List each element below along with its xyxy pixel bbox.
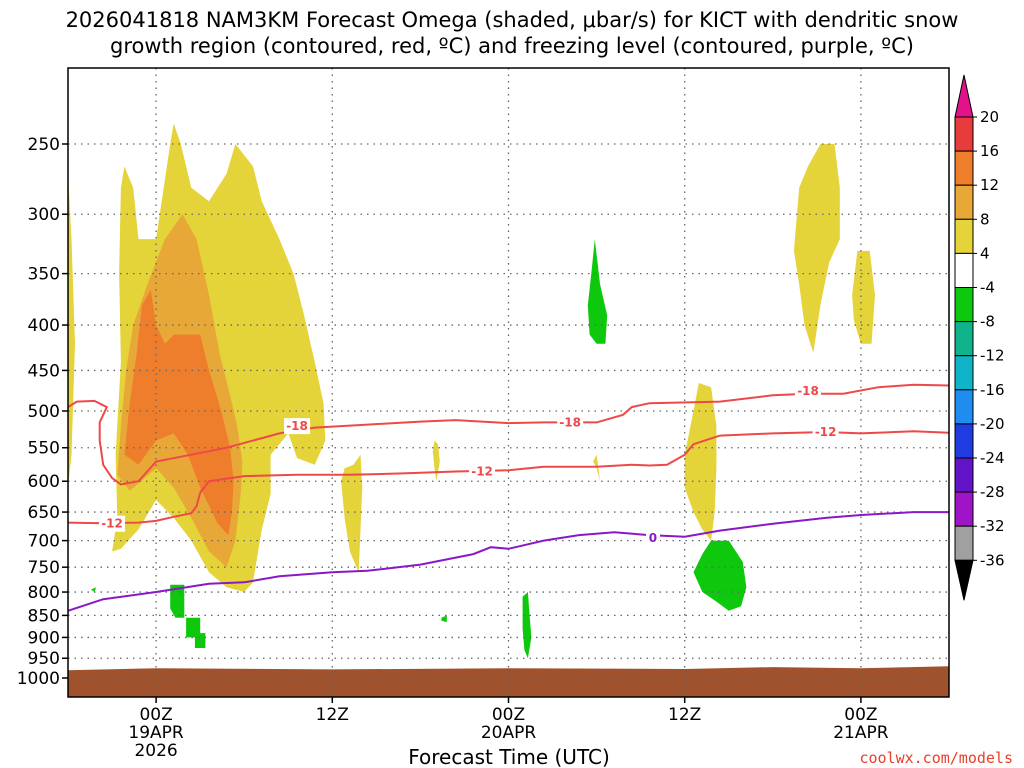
colorbar-label: -4 <box>980 279 995 297</box>
omega-region-13 <box>170 584 185 618</box>
colorbar-label: -24 <box>980 449 1005 467</box>
x-tick-label: 2026 <box>134 741 177 761</box>
dgz-contour--18 <box>68 383 949 486</box>
colorbar-label: -8 <box>980 313 995 331</box>
colorbar-bottom-arrow <box>954 559 974 601</box>
y-tick-label-650: 650 <box>28 503 60 523</box>
colorbar-band-5 <box>954 252 974 288</box>
omega-region-14 <box>186 617 206 648</box>
dgz-label-bg <box>812 423 839 440</box>
omega-region-9 <box>852 250 875 344</box>
dgz-label-bg <box>284 418 311 435</box>
colorbar-label: -32 <box>980 517 1005 535</box>
colorbar-band-2 <box>954 150 974 186</box>
dgz-label--18: -18 <box>797 384 819 398</box>
colorbar-band-11 <box>954 457 974 493</box>
x-axis-label: Forecast Time (UTC) <box>408 745 610 768</box>
omega-region-10 <box>587 239 608 344</box>
dgz-label--12: -12 <box>815 425 837 439</box>
ground-surface <box>68 666 949 697</box>
freezing-level-label: 0 <box>649 531 657 545</box>
x-tick-label: 00Z <box>139 705 172 725</box>
y-tick-label-800: 800 <box>28 583 60 603</box>
x-tick-label: 00Z <box>844 705 877 725</box>
chart-title-line2: growth region (contoured, red, ºC) and f… <box>110 34 914 58</box>
omega-region-12 <box>90 587 97 592</box>
colorbar-label: -20 <box>980 415 1005 433</box>
x-tick-label: 12Z <box>316 705 349 725</box>
colorbar-band-12 <box>954 491 974 527</box>
colorbar-band-1 <box>954 116 974 152</box>
dgz-label-bg <box>557 414 584 431</box>
y-tick-label-750: 750 <box>28 558 60 578</box>
y-tick-label-1000: 1000 <box>17 669 60 689</box>
y-tick-label-600: 600 <box>28 472 60 492</box>
freezing-level-line <box>68 511 949 612</box>
colorbar-label: 20 <box>980 108 999 126</box>
dgz-label-bg <box>99 515 126 532</box>
x-tick-label: 19APR <box>128 723 184 743</box>
colorbar-label: 4 <box>980 244 990 262</box>
colorbar-band-4 <box>954 218 974 254</box>
omega-region-3 <box>124 289 234 536</box>
y-tick-label-300: 300 <box>28 205 60 225</box>
y-tick-label-400: 400 <box>28 316 60 336</box>
colorbar-label: -12 <box>980 347 1005 365</box>
y-tick-label-700: 700 <box>28 532 60 552</box>
colorbar-band-8 <box>954 355 974 391</box>
omega-region-6 <box>593 454 601 482</box>
dgz-label-bg <box>795 383 822 400</box>
x-tick-label: 20APR <box>481 723 537 743</box>
y-tick-label-450: 450 <box>28 361 60 381</box>
freezing-label-bg <box>645 529 660 546</box>
omega-region-0 <box>68 173 75 488</box>
y-tick-label-950: 950 <box>28 649 60 669</box>
colorbar-band-13 <box>954 525 974 561</box>
dgz-label--12: -12 <box>101 517 123 531</box>
y-tick-label-500: 500 <box>28 402 60 422</box>
y-tick-label-250: 250 <box>28 135 60 155</box>
y-tick-label-850: 850 <box>28 606 60 626</box>
colorbar-band-3 <box>954 184 974 220</box>
colorbar-band-9 <box>954 389 974 425</box>
dgz-label-bg <box>469 463 496 480</box>
colorbar-label: 12 <box>980 176 999 194</box>
omega-region-5 <box>432 440 440 482</box>
colorbar-label: -28 <box>980 483 1005 501</box>
colorbar: 20 16 12 8 4 -4 -8 -12 -16 -20 -24 -28 -32 -36 <box>954 74 1005 601</box>
credit-text: coolwx.com/models <box>859 749 1013 767</box>
omega-region-11 <box>693 540 747 611</box>
y-tick-label-900: 900 <box>28 628 60 648</box>
colorbar-band-10 <box>954 423 974 459</box>
y-tick-label-550: 550 <box>28 439 60 459</box>
colorbar-label: 8 <box>980 210 990 228</box>
colorbar-label: -16 <box>980 381 1005 399</box>
y-axis: 2503003504004505005506006507007508008509… <box>17 135 68 689</box>
colorbar-label: 16 <box>980 142 999 160</box>
plot-area: -18 -18 -18 -12 -12 -12 0 <box>67 67 950 698</box>
x-tick-label: 21APR <box>833 723 889 743</box>
omega-region-15 <box>441 615 447 623</box>
colorbar-band-6 <box>954 287 974 323</box>
plot-clip-group: -18 -18 -18 -12 -12 -12 0 <box>68 68 949 697</box>
x-tick-label: 00Z <box>492 705 525 725</box>
y-tick-label-350: 350 <box>28 265 60 285</box>
colorbar-top-arrow <box>954 74 974 118</box>
omega-region-7 <box>684 383 717 541</box>
dgz-label--12: -12 <box>471 464 493 478</box>
colorbar-band-7 <box>954 321 974 357</box>
omega-region-4 <box>341 454 363 573</box>
omega-region-16 <box>522 592 532 659</box>
dgz-label--18: -18 <box>286 419 308 433</box>
dgz-label--18: -18 <box>559 415 581 429</box>
colorbar-label: -36 <box>980 551 1005 569</box>
chart-title-line1: 2026041818 NAM3KM Forecast Omega (shaded… <box>66 8 959 32</box>
x-tick-label: 12Z <box>668 705 701 725</box>
omega-region-8 <box>793 144 840 353</box>
